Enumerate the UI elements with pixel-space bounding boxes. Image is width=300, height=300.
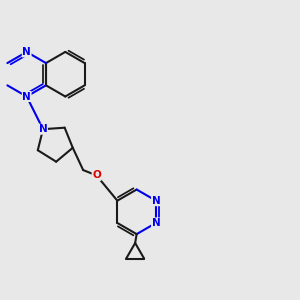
Text: N: N	[39, 124, 47, 134]
Text: N: N	[22, 92, 31, 101]
Text: N: N	[22, 47, 31, 57]
Text: N: N	[152, 218, 160, 228]
Text: O: O	[92, 170, 101, 180]
Text: N: N	[152, 196, 160, 206]
